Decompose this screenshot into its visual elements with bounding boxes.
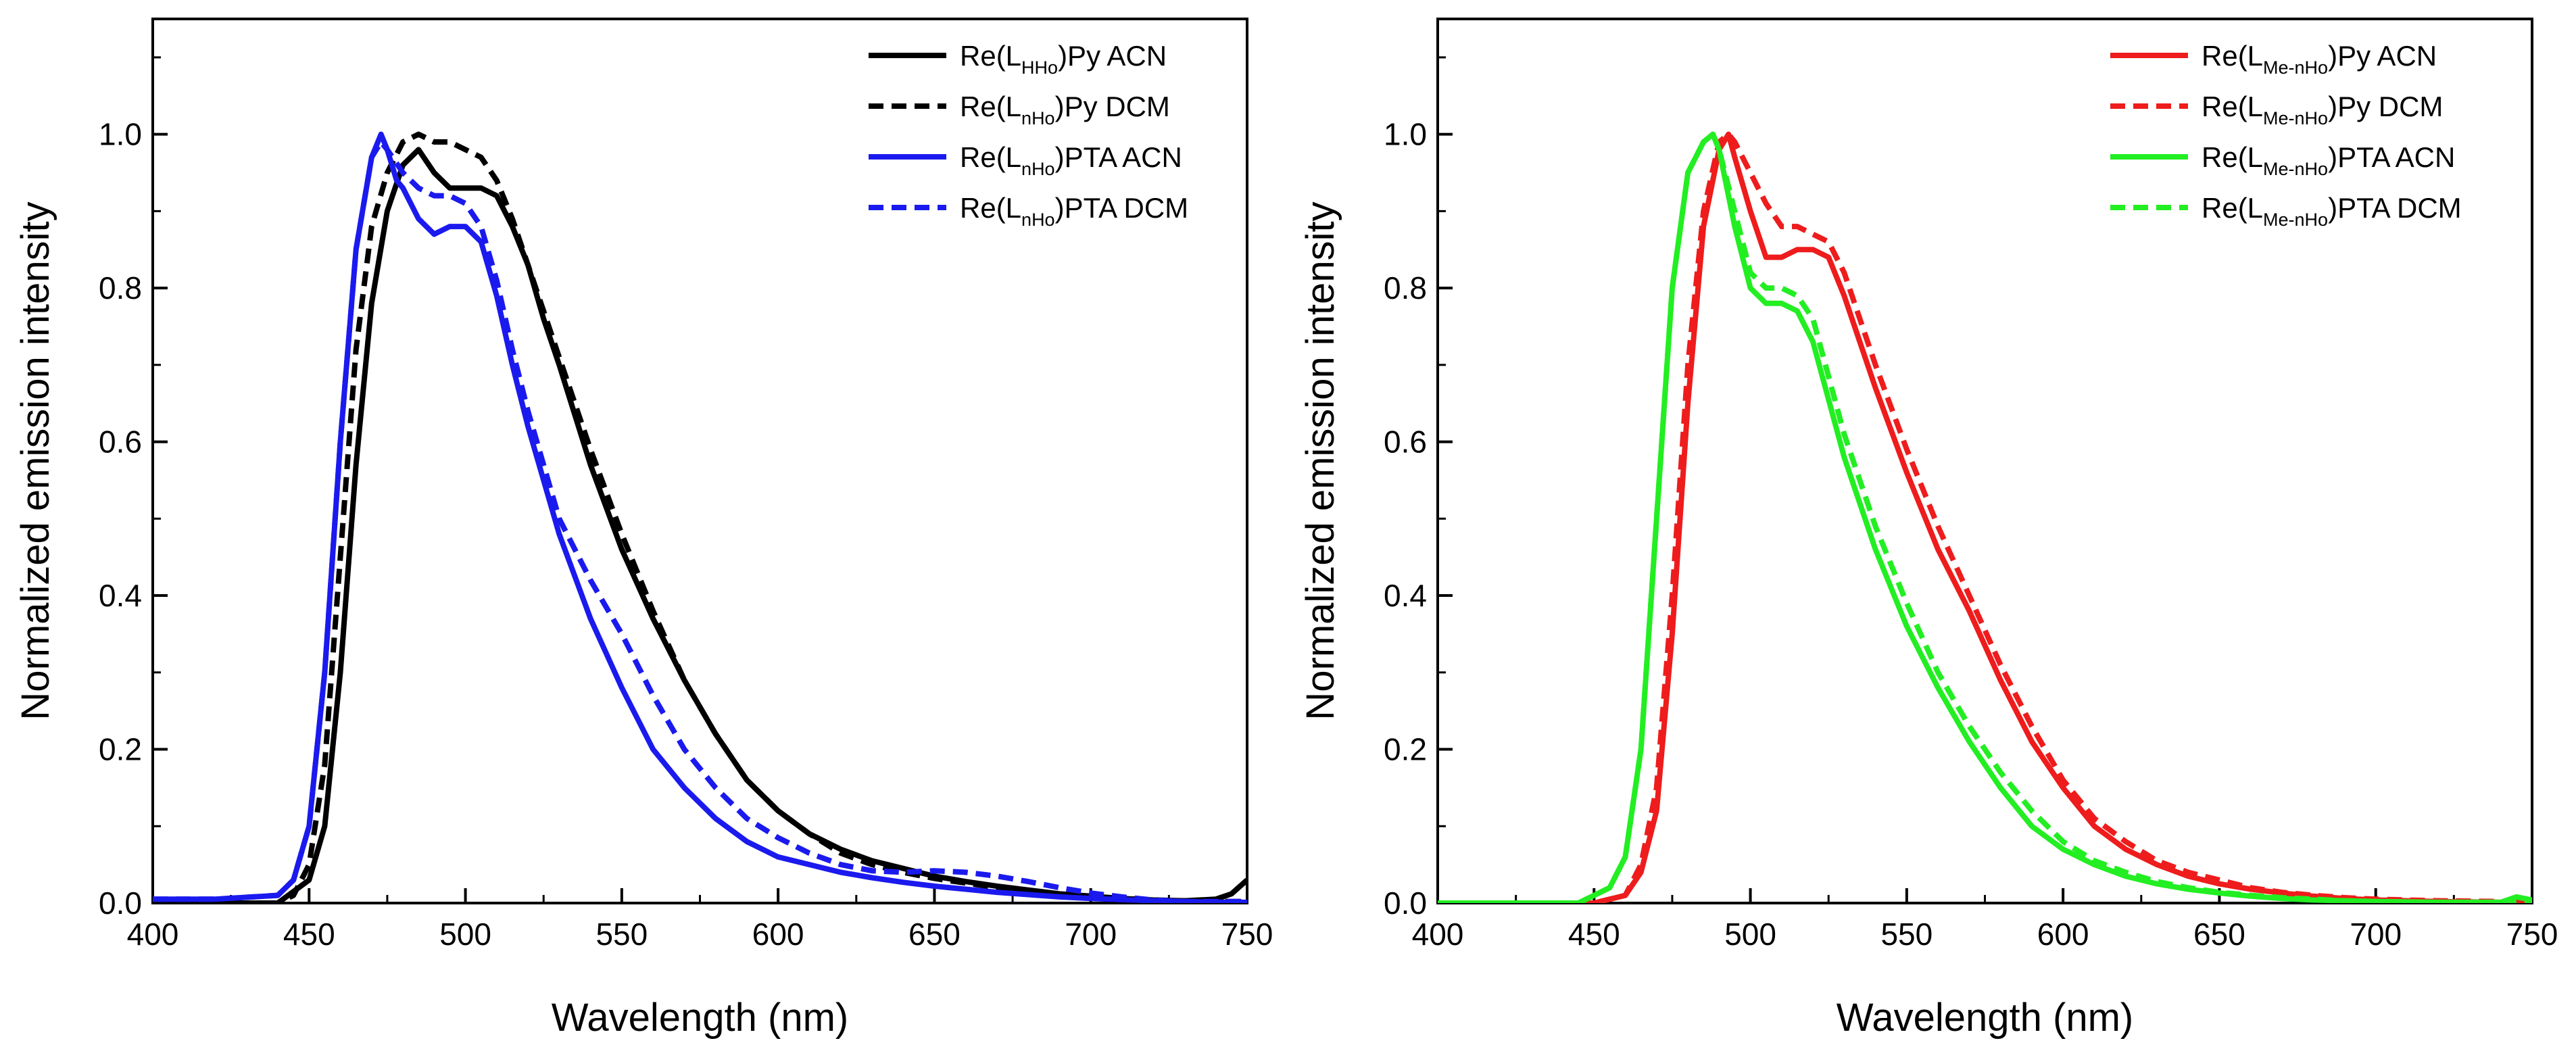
x-tick-label: 600 bbox=[2037, 917, 2089, 952]
legend-label: Re(LHHo)Py ACN bbox=[960, 40, 1167, 78]
y-tick-label: 0.0 bbox=[99, 885, 142, 921]
legend-label: Re(LnHo)PTA DCM bbox=[960, 192, 1188, 230]
legend-label: Re(LMe-nHo)Py DCM bbox=[2202, 91, 2443, 128]
x-tick-label: 500 bbox=[439, 917, 491, 952]
x-tick-label: 400 bbox=[1412, 917, 1464, 952]
series-line-1 bbox=[1438, 131, 2532, 903]
series-line-3 bbox=[153, 131, 1247, 903]
y-tick-label: 0.8 bbox=[1384, 270, 1427, 306]
x-axis-title: Wavelength (nm) bbox=[1837, 996, 2133, 1040]
x-tick-label: 650 bbox=[908, 917, 961, 952]
x-tick-label: 450 bbox=[283, 917, 335, 952]
x-tick-label: 550 bbox=[1880, 917, 1933, 952]
x-tick-label: 700 bbox=[1065, 917, 1117, 952]
right-chart-panel: 400 450 500 550 600 650 700 750 0.0 0.2 0.4 0.6 0.8 1… bbox=[1298, 18, 2558, 1040]
y-tick-label: 1.0 bbox=[99, 117, 142, 152]
x-tick-label: 550 bbox=[596, 917, 648, 952]
series-line-4 bbox=[153, 139, 1247, 903]
x-tick-label: 750 bbox=[1221, 917, 1273, 952]
series-line-2 bbox=[1438, 131, 2532, 903]
x-tick-label: 500 bbox=[1724, 917, 1776, 952]
x-tick-label: 700 bbox=[2350, 917, 2402, 952]
y-axis-title: Normalized emission intensity bbox=[1298, 201, 1342, 720]
y-tick-label: 0.4 bbox=[99, 578, 142, 613]
series-line-2 bbox=[153, 131, 1247, 903]
x-axis-title: Wavelength (nm) bbox=[552, 996, 848, 1040]
x-tick-label: 400 bbox=[127, 917, 179, 952]
y-tick-label: 0.8 bbox=[99, 270, 142, 306]
legend-label: Re(LMe-nHo)Py ACN bbox=[2202, 40, 2437, 78]
legend-label: Re(LnHo)Py DCM bbox=[960, 91, 1170, 128]
x-tick-label: 650 bbox=[2193, 917, 2245, 952]
left-chart-panel: 400 450 500 550 600 650 700 750 0.0 0.2 0.4 0.6 0.8 1… bbox=[14, 18, 1273, 1040]
legend-label: Re(LnHo)PTA ACN bbox=[960, 141, 1182, 179]
y-tick-label: 0.4 bbox=[1384, 578, 1427, 613]
series-line-1 bbox=[153, 147, 1247, 903]
x-tick-label: 450 bbox=[1568, 917, 1620, 952]
legend-label: Re(LMe-nHo)PTA ACN bbox=[2202, 141, 2455, 179]
y-axis-title: Normalized emission intensity bbox=[14, 201, 57, 720]
y-tick-label: 1.0 bbox=[1384, 117, 1427, 152]
y-tick-label: 0.0 bbox=[1384, 885, 1427, 921]
y-tick-label: 0.2 bbox=[1384, 732, 1427, 767]
x-tick-label: 750 bbox=[2506, 917, 2558, 952]
y-tick-label: 0.2 bbox=[99, 732, 142, 767]
y-tick-label: 0.6 bbox=[99, 424, 142, 460]
legend-label: Re(LMe-nHo)PTA DCM bbox=[2202, 192, 2462, 230]
y-tick-label: 0.6 bbox=[1384, 424, 1427, 460]
series-line-3 bbox=[1438, 131, 2532, 903]
series-line-4 bbox=[1438, 131, 2532, 903]
x-tick-label: 600 bbox=[752, 917, 804, 952]
